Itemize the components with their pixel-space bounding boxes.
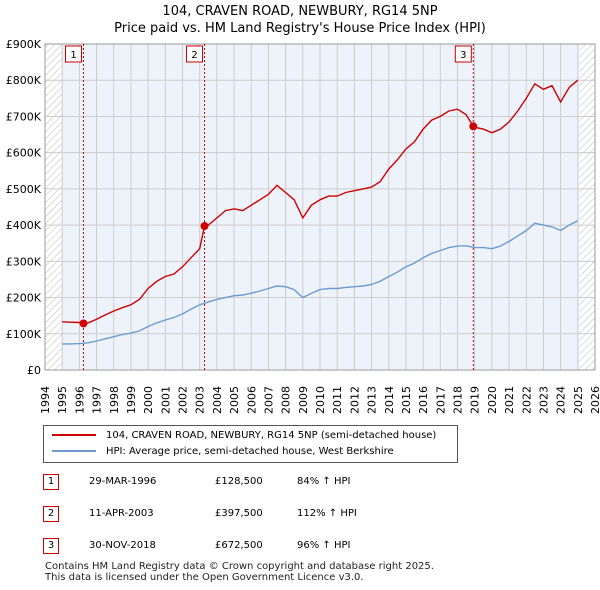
y-tick-label: £600K <box>6 147 42 160</box>
x-tick-label: 2015 <box>400 386 413 414</box>
x-tick-label: 2018 <box>452 386 465 414</box>
plot-area-background <box>62 44 580 370</box>
sale-marker-label: 1 <box>70 50 76 61</box>
x-tick-label: 2023 <box>537 386 550 414</box>
property-price-line <box>62 79 579 325</box>
plot-border <box>44 43 596 371</box>
x-tick-label: 2017 <box>434 386 447 414</box>
x-tick-label: 2001 <box>159 386 172 414</box>
legend: 104, CRAVEN ROAD, NEWBURY, RG14 5NP (sem… <box>43 425 458 463</box>
legend-label-hpi: HPI: Average price, semi-detached house,… <box>106 446 394 457</box>
x-tick-label: 2008 <box>280 386 293 414</box>
x-tick-label: 2011 <box>331 386 344 414</box>
sale-point <box>79 319 88 328</box>
x-tick-label: 2016 <box>417 386 430 414</box>
sale-number-badge: 1 <box>43 474 59 490</box>
sale-marker-label: 2 <box>191 50 197 61</box>
sale-number-badge: 2 <box>43 506 59 522</box>
footer-copyright: Contains HM Land Registry data © Crown c… <box>45 561 434 572</box>
sale-hpi-change: 96% ↑ HPI <box>297 540 351 551</box>
y-tick-label: £300K <box>6 255 42 268</box>
sale-price: £672,500 <box>215 540 263 551</box>
sale-date: 30-NOV-2018 <box>89 540 156 551</box>
sale-marker-box <box>186 45 203 63</box>
x-tick-label: 2005 <box>228 386 241 414</box>
sale-hpi-change: 112% ↑ HPI <box>297 508 357 519</box>
y-tick-label: £800K <box>6 74 42 87</box>
x-tick-label: 1994 <box>39 386 52 414</box>
x-tick-label: 1995 <box>56 386 69 414</box>
y-tick-label: £700K <box>6 110 42 123</box>
x-tick-label: 2010 <box>314 386 327 414</box>
sale-row: 3 30-NOV-2018 £672,500 96% ↑ HPI <box>43 538 443 554</box>
x-tick-label: 2019 <box>469 386 482 414</box>
sale-marker-box <box>65 45 82 63</box>
footer: Contains HM Land Registry data © Crown c… <box>45 561 434 583</box>
legend-item-property: 104, CRAVEN ROAD, NEWBURY, RG14 5NP (sem… <box>52 428 436 444</box>
sale-price: £128,500 <box>215 476 263 487</box>
sale-point <box>200 222 209 231</box>
x-tick-label: 2021 <box>503 386 516 414</box>
sale-date: 11-APR-2003 <box>89 508 154 519</box>
footer-licence: This data is licensed under the Open Gov… <box>45 572 364 583</box>
x-tick-label: 2020 <box>486 386 499 414</box>
hpi-line <box>62 220 579 345</box>
price-chart: £0 £100K £200K £300K £400K £500K £600K £700K £80… <box>6 38 600 414</box>
x-tick-label: 2000 <box>142 386 155 414</box>
x-tick-label: 1996 <box>73 386 86 414</box>
y-tick-label: £200K <box>6 292 42 305</box>
sale-number-badge: 3 <box>43 538 59 554</box>
x-tick-label: 1999 <box>125 386 138 414</box>
x-tick-label: 2003 <box>194 386 207 414</box>
x-tick-label: 2025 <box>572 386 585 414</box>
y-tick-label: £100K <box>6 328 42 341</box>
chart-subtitle: Price paid vs. HM Land Registry's House … <box>114 21 486 36</box>
x-tick-label: 2024 <box>555 386 568 414</box>
future-hatch <box>579 44 595 370</box>
chart-title: 104, CRAVEN ROAD, NEWBURY, RG14 5NP <box>162 4 438 19</box>
x-tick-label: 2006 <box>245 386 258 414</box>
sale-marker-label: 3 <box>460 50 466 61</box>
sale-row: 1 29-MAR-1996 £128,500 84% ↑ HPI <box>43 474 443 490</box>
x-tick-label: 1998 <box>108 386 121 414</box>
legend-label-property: 104, CRAVEN ROAD, NEWBURY, RG14 5NP (sem… <box>106 430 437 441</box>
y-tick-label: £400K <box>6 219 42 232</box>
x-tick-label: 2002 <box>177 386 190 414</box>
sale-date: 29-MAR-1996 <box>89 476 157 487</box>
x-tick-label: 1997 <box>91 386 104 414</box>
x-tick-label: 2022 <box>520 386 533 414</box>
y-tick-label: £0 <box>27 364 41 377</box>
x-tick-label: 2007 <box>262 386 275 414</box>
y-tick-label: £500K <box>6 183 42 196</box>
sale-row: 2 11-APR-2003 £397,500 112% ↑ HPI <box>43 506 443 522</box>
legend-line-property <box>52 434 96 436</box>
x-tick-label: 2014 <box>383 386 396 414</box>
sale-hpi-change: 84% ↑ HPI <box>297 476 351 487</box>
sale-marker-box <box>454 45 472 63</box>
x-tick-label: 2013 <box>366 386 379 414</box>
legend-line-hpi <box>52 450 96 452</box>
x-tick-label: 2012 <box>348 386 361 414</box>
sale-point <box>469 122 478 131</box>
sale-price: £397,500 <box>215 508 263 519</box>
x-tick-label: 2009 <box>297 386 310 414</box>
legend-item-hpi: HPI: Average price, semi-detached house,… <box>52 444 394 460</box>
x-tick-label: 2026 <box>589 386 600 414</box>
x-tick-label: 2004 <box>211 386 224 414</box>
y-tick-label: £900K <box>6 38 42 51</box>
past-hatch <box>45 44 63 370</box>
